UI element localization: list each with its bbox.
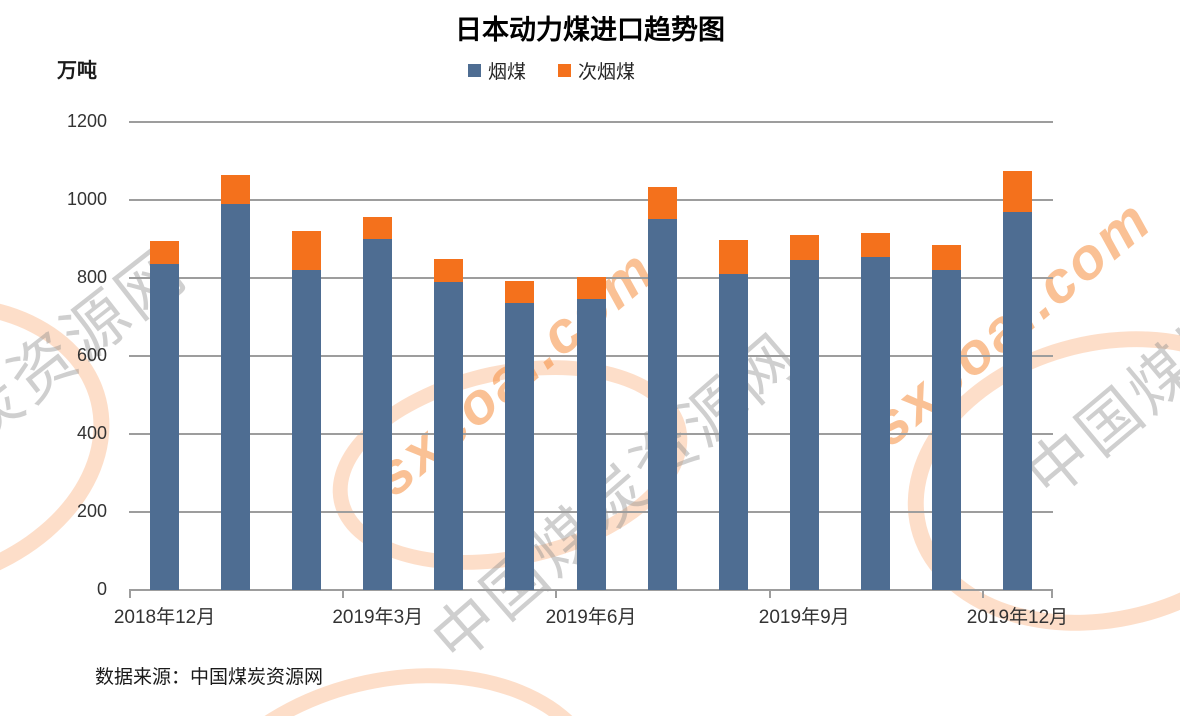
legend-label: 次烟煤 xyxy=(578,62,636,83)
bar-column-2019年3月 xyxy=(342,122,413,590)
legend-item-烟煤: 烟煤 xyxy=(467,57,526,84)
stacked-bar-2019年9月 xyxy=(789,235,819,590)
bars-row xyxy=(129,122,1053,590)
gridline-1200 xyxy=(129,121,1053,123)
bar-segment-烟煤 xyxy=(718,274,748,590)
stacked-bar-2019年10月 xyxy=(860,233,890,590)
x-tick-label-2019年6月: 2019年6月 xyxy=(545,607,637,628)
bar-segment-烟煤 xyxy=(505,303,535,590)
stacked-bar-2019年8月 xyxy=(718,240,748,590)
bar-segment-次烟煤 xyxy=(434,259,464,282)
x-axis-tick xyxy=(1051,590,1053,598)
bar-column-2018年12月 xyxy=(129,122,200,590)
bar-column-2019年4月 xyxy=(413,122,484,590)
bar-segment-烟煤 xyxy=(292,270,322,590)
bar-column-2019年10月 xyxy=(840,122,911,590)
y-tick-label-200: 200 xyxy=(76,501,107,521)
x-axis-tick xyxy=(342,590,345,598)
y-axis-unit-label: 万吨 xyxy=(57,60,97,82)
legend-swatch-icon xyxy=(467,64,481,77)
bar-segment-次烟煤 xyxy=(860,233,890,257)
stacked-bar-2019年11月 xyxy=(931,245,961,590)
bar-segment-烟煤 xyxy=(363,239,393,590)
source-note: 数据来源：中国煤炭资源网 xyxy=(95,667,324,688)
bar-segment-次烟煤 xyxy=(292,231,322,270)
legend-swatch-icon xyxy=(558,64,571,77)
stacked-bar-2019年3月 xyxy=(363,217,393,590)
stacked-bar-2019年7月 xyxy=(647,187,677,590)
bar-segment-次烟煤 xyxy=(221,175,251,204)
bar-column-2019年1月 xyxy=(200,122,271,590)
bar-segment-次烟煤 xyxy=(718,240,748,274)
bar-segment-烟煤 xyxy=(1002,212,1032,590)
legend-label: 烟煤 xyxy=(487,62,526,83)
bar-segment-次烟煤 xyxy=(789,235,819,260)
y-tick-label-1000: 1000 xyxy=(66,189,107,209)
x-tick-label-2019年3月: 2019年3月 xyxy=(332,607,424,628)
bar-column-2019年8月 xyxy=(698,122,769,590)
y-tick-label-400: 400 xyxy=(76,423,107,443)
bar-segment-次烟煤 xyxy=(576,277,606,299)
bar-segment-烟煤 xyxy=(576,299,606,590)
y-tick-label-0: 0 xyxy=(96,579,107,599)
bar-segment-次烟煤 xyxy=(647,187,677,219)
gridline-1000 xyxy=(129,199,1053,201)
x-axis-tick xyxy=(555,590,558,598)
bar-segment-烟煤 xyxy=(221,204,251,590)
stacked-bar-2019年2月 xyxy=(292,231,322,590)
bar-segment-次烟煤 xyxy=(505,281,535,303)
legend-item-次烟煤: 次烟煤 xyxy=(558,57,635,84)
bar-segment-烟煤 xyxy=(931,270,961,590)
chart-title: 日本动力煤进口趋势图 xyxy=(455,15,725,45)
x-axis-tick xyxy=(981,590,984,598)
stacked-bar-2019年1月 xyxy=(221,175,251,590)
x-axis-tick xyxy=(129,590,131,598)
bar-segment-烟煤 xyxy=(434,282,464,590)
legend: 烟煤 次烟煤 xyxy=(129,57,974,84)
stacked-bar-2018年12月 xyxy=(150,241,180,590)
bar-segment-烟煤 xyxy=(150,264,180,590)
bar-segment-次烟煤 xyxy=(363,217,393,239)
x-tick-label-2018年12月: 2018年12月 xyxy=(113,607,216,628)
y-tick-label-1200: 1200 xyxy=(66,111,107,131)
stacked-bar-2019年5月 xyxy=(505,281,535,590)
bar-column-2019年7月 xyxy=(627,122,698,590)
bar-segment-烟煤 xyxy=(789,260,819,590)
bar-column-2019年2月 xyxy=(271,122,342,590)
bar-segment-次烟煤 xyxy=(931,245,961,270)
stacked-bar-2019年6月 xyxy=(576,277,606,590)
x-tick-label-2019年9月: 2019年9月 xyxy=(758,607,850,628)
stacked-bar-2019年12月 xyxy=(1002,171,1032,590)
y-tick-label-800: 800 xyxy=(76,267,107,287)
bar-segment-烟煤 xyxy=(860,257,890,590)
x-tick-label-2019年12月: 2019年12月 xyxy=(966,607,1069,628)
x-axis-tick xyxy=(768,590,771,598)
bar-column-2019年12月 xyxy=(982,122,1053,590)
bar-column-2019年5月 xyxy=(484,122,555,590)
bar-segment-次烟煤 xyxy=(1002,171,1032,212)
bar-column-2019年11月 xyxy=(911,122,982,590)
y-tick-label-600: 600 xyxy=(76,345,107,365)
bar-column-2019年9月 xyxy=(769,122,840,590)
bar-column-2019年6月 xyxy=(555,122,626,590)
bar-segment-次烟煤 xyxy=(150,241,180,264)
x-axis-line xyxy=(129,589,1053,591)
bar-segment-烟煤 xyxy=(647,219,677,590)
plot-area: 0 200 400 600 800 1000 1200 2018年12月 2019年3月 2019… xyxy=(67,111,1068,628)
stacked-bar-2019年4月 xyxy=(434,259,464,590)
